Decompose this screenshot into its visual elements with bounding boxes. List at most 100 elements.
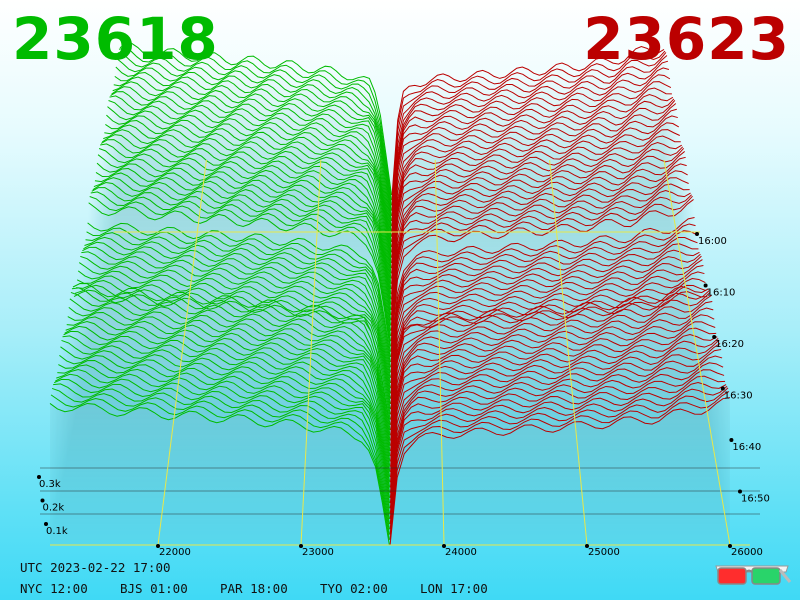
zone-par: PAR 18:00 xyxy=(220,581,288,596)
bid-snapshot-line xyxy=(58,359,391,504)
ask-snapshot-line xyxy=(391,60,669,216)
y-tick-label: 0.3k xyxy=(39,479,61,490)
ask-snapshot-line xyxy=(390,314,715,462)
ask-snapshot-line xyxy=(391,115,678,269)
ask-snapshot-line xyxy=(389,334,718,478)
ask-snapshot-line xyxy=(390,290,710,436)
price-grid-line xyxy=(434,159,445,546)
ask-snapshot-line xyxy=(390,156,686,310)
time-tick-dot xyxy=(712,335,717,339)
bid-snapshot-line xyxy=(114,72,392,222)
ask-snapshot-line xyxy=(390,183,690,331)
ask-snapshot-line xyxy=(390,177,689,326)
ask-snapshot-line xyxy=(389,355,723,504)
bid-snapshot-line xyxy=(93,177,392,326)
time-tick-dot xyxy=(729,438,734,442)
y-tick-label: 0.2k xyxy=(43,503,65,514)
time-tick-dot xyxy=(695,232,699,236)
ask-snapshot-line xyxy=(390,255,702,394)
ask-snapshot-line xyxy=(389,339,720,488)
ask-snapshot-line xyxy=(390,264,704,405)
ask-snapshot-line xyxy=(390,307,714,457)
bid-snapshot-line xyxy=(103,129,392,279)
ask-snapshot-line xyxy=(391,55,668,211)
ask-snapshot-line xyxy=(390,243,699,378)
bid-snapshot-line xyxy=(119,43,392,196)
bid-snapshot-line xyxy=(65,320,391,467)
bid-snapshot-line xyxy=(104,124,392,274)
zone-tyo: TYO 02:00 xyxy=(320,581,388,596)
y-tick-dot xyxy=(40,498,45,503)
price-grid-line xyxy=(300,159,322,546)
ask-snapshot-fill xyxy=(390,397,730,545)
bid-snapshot-line xyxy=(67,311,391,457)
ask-snapshot-line xyxy=(390,170,688,321)
x-tick-label: 23000 xyxy=(302,547,334,558)
time-tick-label: 16:10 xyxy=(707,288,736,299)
y-tick-dot xyxy=(37,475,41,479)
chart-labels: 22000 23000 24000 25000 26000 0.1k 0.2k 0.3k 16:… xyxy=(37,232,770,558)
x-tick-dot xyxy=(728,544,732,548)
bid-snapshot-line xyxy=(115,66,392,216)
ask-snapshot-line xyxy=(391,94,674,243)
ask-snapshot-line xyxy=(391,122,680,274)
ask-snapshot-line xyxy=(389,337,719,483)
bid-snapshot-line xyxy=(76,280,391,415)
x-tick-dot xyxy=(156,544,160,548)
ask-snapshot-line xyxy=(390,295,712,446)
ask-snapshot-line xyxy=(391,50,666,201)
bid-snapshot-line xyxy=(68,306,391,452)
zone-bjs: BJS 01:00 xyxy=(120,581,188,596)
bid-snapshot-line xyxy=(98,148,392,300)
ask-snapshot-line xyxy=(390,327,717,472)
bid-snapshot-line xyxy=(111,86,392,237)
x-tick-dot xyxy=(442,544,446,548)
ask-snapshot-line xyxy=(391,74,671,227)
bid-snapshot-line xyxy=(101,134,392,284)
chart-grid xyxy=(40,159,760,546)
bid-snapshot-line xyxy=(57,364,391,509)
ask-snapshot-line xyxy=(391,100,676,253)
bid-snapshot-line xyxy=(95,168,392,316)
bid-snapshot-line xyxy=(76,275,391,410)
ask-snapshot-line xyxy=(390,271,705,410)
ask-snapshot-line xyxy=(390,291,711,441)
bid-snapshot-line xyxy=(60,346,391,493)
bid-snapshot-line xyxy=(70,291,391,441)
ask-snapshot-line xyxy=(389,390,730,540)
price-grid-line xyxy=(157,159,207,546)
bid-snapshot-line xyxy=(54,373,391,519)
time-tick-label: 16:00 xyxy=(698,236,727,247)
ask-snapshot-line xyxy=(390,199,694,352)
bid-snapshot-line xyxy=(117,52,392,206)
ask-snapshot-line xyxy=(390,190,691,337)
ask-snapshot-line xyxy=(390,195,693,347)
bid-snapshot-line xyxy=(91,187,392,337)
y-tick-label: 0.1k xyxy=(46,526,68,537)
price-grid-line xyxy=(663,159,731,546)
ask-snapshot-line xyxy=(389,362,724,509)
bid-snapshot-line xyxy=(80,255,391,394)
ask-price: 23623 xyxy=(583,5,790,73)
bid-snapshot-line xyxy=(87,222,392,358)
time-tick-label: 16:40 xyxy=(732,442,761,453)
3d-glasses-icon[interactable] xyxy=(712,558,792,590)
ask-snapshot-line xyxy=(390,230,697,368)
ask-snapshot-line xyxy=(389,369,725,514)
bid-snapshot-line xyxy=(85,232,391,368)
ask-snapshot-line xyxy=(390,194,692,342)
bid-price: 23618 xyxy=(12,5,219,73)
x-tick-label: 26000 xyxy=(731,547,763,558)
bid-snapshot-line xyxy=(59,354,391,499)
ask-snapshot-line xyxy=(391,142,682,290)
bid-snapshot-line xyxy=(66,316,391,462)
ask-snapshot-line xyxy=(389,375,726,519)
ask-snapshot-line xyxy=(391,103,677,258)
bid-snapshot-line xyxy=(89,196,392,347)
time-tick-label: 16:20 xyxy=(715,339,744,350)
ask-snapshot-line xyxy=(390,286,709,431)
ask-snapshot-line xyxy=(389,382,727,525)
time-tick-label: 16:30 xyxy=(724,391,753,402)
bid-snapshot-line xyxy=(77,270,391,405)
